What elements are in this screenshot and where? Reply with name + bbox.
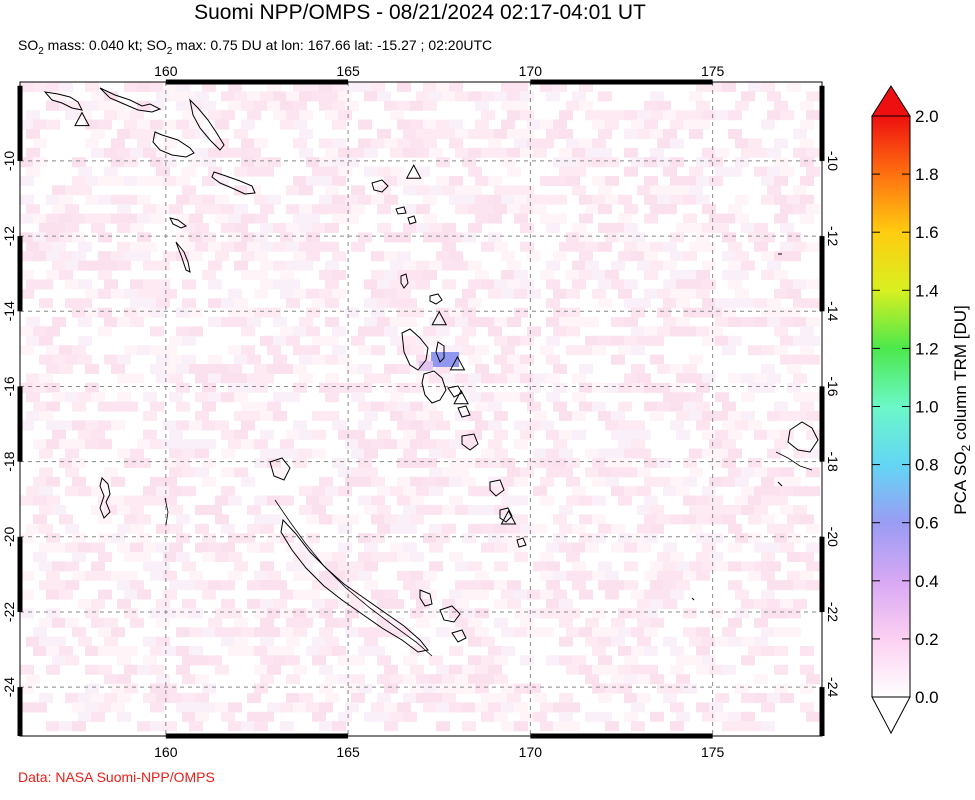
so2-max-text: max: 0.75 DU at lon: 167.66 lat: -15.27 … xyxy=(172,37,493,53)
lon-tick-label-top: 175 xyxy=(701,63,725,79)
coastline-ile-hunter xyxy=(691,597,695,601)
lat-tick-label-left: -22 xyxy=(1,602,17,622)
lat-tick-label-left: -10 xyxy=(1,151,17,171)
coastline-bellona xyxy=(164,497,169,526)
volcano-triangle-icon xyxy=(405,164,422,179)
coastline-reef xyxy=(175,241,191,273)
coastline-makira xyxy=(211,171,256,195)
lat-tick-label-left: -20 xyxy=(1,526,17,546)
volcano-markers xyxy=(74,111,517,525)
coastline-santa-isabel xyxy=(99,87,162,113)
lon-tick-label-bottom: 165 xyxy=(336,744,360,760)
coastline-mare xyxy=(451,629,467,643)
coastline-new-caledonia-reef xyxy=(274,499,433,657)
lat-tick-label-left: -24 xyxy=(1,677,17,697)
colorbar-tick-label: 0.6 xyxy=(915,514,939,533)
lat-tick-label-right: -20 xyxy=(825,527,841,547)
colorbar-tick-label: 0.0 xyxy=(915,688,939,707)
colorbar-tick-labels: 0.0 0.2 0.4 0.6 0.8 1.0 1.2 1.4 1.6 1.8 2.0 xyxy=(915,107,939,707)
data-credit: Data: NASA Suomi-NPP/OMPS xyxy=(18,769,215,785)
colorbar-tick-label: 0.8 xyxy=(915,456,939,475)
lon-tick-label-bottom: 175 xyxy=(701,744,725,760)
lat-tick-label-right: -10 xyxy=(825,151,841,171)
lon-tick-label-top: 165 xyxy=(336,63,360,79)
coastline-espiritu-santo xyxy=(401,328,429,371)
lat-tick-label-left: -12 xyxy=(1,226,17,246)
lon-tick-label-bottom: 170 xyxy=(519,744,543,760)
colorbar-tick-label: 0.2 xyxy=(915,630,939,649)
so2-subscript: 2 xyxy=(38,45,44,57)
volcano-triangle-icon xyxy=(453,389,469,405)
lat-tick-label-right: -22 xyxy=(825,602,841,622)
coastline-santa-cruz xyxy=(371,179,389,193)
colorbar-top-arrow xyxy=(871,85,911,117)
axis-tick-labels: 160 160 165 165 170 170 175 175 -10 -10 -12 -12 -14 -… xyxy=(1,63,841,760)
colorbar-tick-label: 2.0 xyxy=(915,107,939,126)
coastline-belep xyxy=(269,457,291,481)
coastline-ouvea xyxy=(419,589,433,607)
colorbar-bottom-arrow xyxy=(871,696,911,735)
lon-tick-label-top: 160 xyxy=(154,63,178,79)
so2-mass-text: mass: 0.040 kt; SO xyxy=(43,37,167,53)
lon-tick-label-top: 170 xyxy=(519,63,543,79)
so2-pixel-layer xyxy=(20,82,820,732)
colorbar-tick-label: 1.2 xyxy=(915,339,939,358)
lat-tick-label-right: -16 xyxy=(825,376,841,396)
coastline-epi xyxy=(457,405,471,418)
coastline-aneityum xyxy=(516,537,527,548)
lat-tick-label-right: -24 xyxy=(825,677,841,697)
coastline-vatulele xyxy=(777,481,783,487)
coastline-malaita xyxy=(189,98,225,151)
colorbar-label: PCA SO2 column TRM [DU] xyxy=(951,305,973,515)
colorbar-tick-label: 1.8 xyxy=(915,165,939,184)
lat-tick-label-left: -16 xyxy=(1,376,17,396)
coastline-yasawa xyxy=(775,451,813,471)
lat-tick-label-right: -18 xyxy=(825,452,841,472)
max-so2-pixel xyxy=(431,352,460,368)
lat-tick-label-right: -14 xyxy=(825,301,841,321)
colorbar-tick-marks xyxy=(872,115,910,698)
lat-tick-label-right: -12 xyxy=(825,226,841,246)
coastline-torres xyxy=(400,273,409,289)
coastline-lifou xyxy=(439,605,461,623)
map-title: Suomi NPP/OMPS - 08/21/2024 02:17-04:01 … xyxy=(194,1,646,24)
colorbar-tick-label: 0.4 xyxy=(915,572,939,591)
coastline-vanikoro xyxy=(407,215,417,225)
lon-tick-label-bottom: 160 xyxy=(154,744,178,760)
coastlines xyxy=(43,87,819,657)
coastline-chesterfield xyxy=(99,477,111,519)
coastline-viti-levu xyxy=(787,421,819,453)
volcano-triangle-icon xyxy=(431,310,448,326)
lat-tick-label-left: -18 xyxy=(1,451,17,471)
coastline-new-georgia xyxy=(43,91,83,111)
volcano-triangle-icon xyxy=(449,355,466,371)
volcano-triangle-icon xyxy=(74,111,90,127)
coastline-efate xyxy=(461,433,479,451)
coastline-banks xyxy=(429,293,443,305)
map-gridlines xyxy=(20,82,822,736)
colorbar-tick-label: 1.0 xyxy=(915,398,939,417)
coastline-malakula xyxy=(421,370,447,404)
coastline-guadalcanal xyxy=(152,131,195,158)
map-frame-ticks xyxy=(17,79,825,739)
so2-label: SO xyxy=(18,37,39,53)
volcano-triangle-icon xyxy=(500,509,517,525)
colorbar-tick-label: 1.4 xyxy=(915,281,939,300)
coastline-utupua xyxy=(395,206,407,215)
coastline-pentecost xyxy=(435,341,445,363)
coastline-tanna xyxy=(499,507,513,523)
coastline-erromango xyxy=(489,479,505,497)
coastline-rennell xyxy=(169,217,188,229)
colorbar-tick-label: 1.6 xyxy=(915,223,939,242)
lat-tick-label-left: -14 xyxy=(1,301,17,321)
so2-max-subscript: 2 xyxy=(166,45,173,57)
so2-summary: SO2 mass: 0.040 kt; SO2 max: 0.75 DU at … xyxy=(18,36,492,61)
